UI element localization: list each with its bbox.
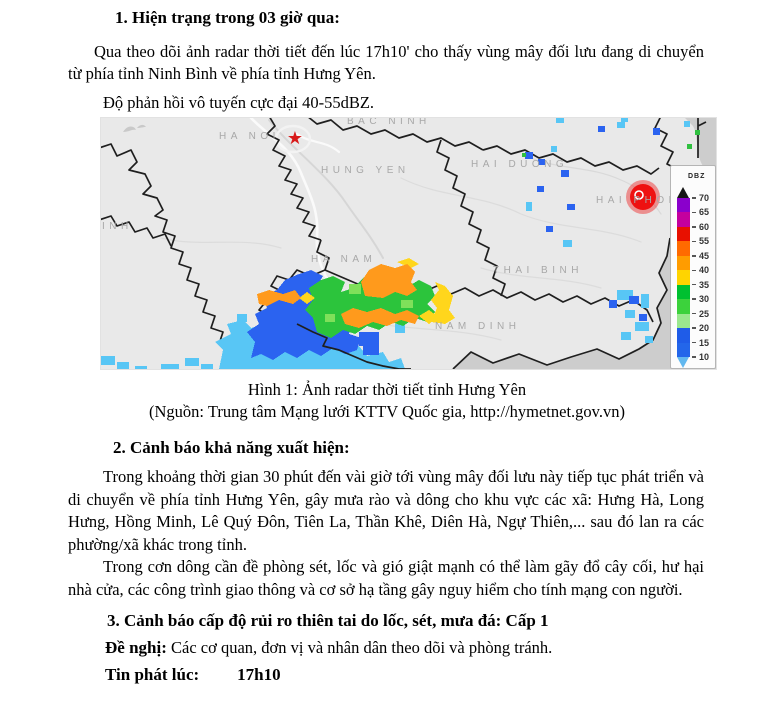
radar-station-marker xyxy=(626,180,660,214)
dbz-legend-tick: 65 xyxy=(692,207,709,218)
dbz-legend-color-segment xyxy=(677,328,690,343)
figure-source: (Nguồn: Trung tâm Mạng lưới KTTV Quốc gi… xyxy=(149,402,625,421)
dbz-legend-colorbar xyxy=(677,198,690,357)
recommendation-line: Đề nghị: Các cơ quan, đơn vị và nhân dân… xyxy=(105,638,704,658)
figure-caption: Hình 1: Ảnh radar thời tiết tỉnh Hưng Yê… xyxy=(247,380,527,399)
warning-hazard-paragraph: Trong cơn dông cần đề phòng sét, lốc và … xyxy=(68,557,704,599)
dbz-legend-tick: 60 xyxy=(692,221,709,232)
dbz-legend-tick: 25 xyxy=(692,308,709,319)
map-land-background xyxy=(101,118,716,369)
recommendation-text: Các cơ quan, đơn vị và nhân dân theo dõi… xyxy=(166,638,553,657)
issue-time-line: Tin phát lúc: 17h10 xyxy=(105,665,774,685)
weather-bulletin: 1. Hiện trạng trong 03 giờ qua: Qua theo… xyxy=(0,8,774,685)
dbz-legend-tick: 30 xyxy=(692,294,709,305)
dbz-legend: DBZ 70 65 60 55 45 40 35 30 25 20 15 10 xyxy=(670,165,716,369)
issue-time-value: 17h10 xyxy=(237,665,281,684)
province-label: BAC NINH xyxy=(347,118,431,127)
dbz-legend-arrow-top xyxy=(677,187,689,198)
dbz-legend-color-segment xyxy=(677,342,690,357)
scattered-shower-specks xyxy=(522,118,700,343)
province-label: THAI BINH xyxy=(493,265,583,276)
dbz-legend-tick: 20 xyxy=(692,323,709,334)
dbz-legend-color-segment xyxy=(677,270,690,285)
dbz-legend-tick: 70 xyxy=(692,193,709,204)
dbz-legend-tick: 55 xyxy=(692,236,709,247)
warning-development-paragraph: Trong khoảng thời gian 30 phút đến vài g… xyxy=(68,467,704,554)
province-label: HA NAM xyxy=(311,254,377,265)
dbz-legend-color-segment xyxy=(677,198,690,213)
map-south-coastline xyxy=(296,323,411,369)
radar-observation-paragraph: Qua theo dõi ảnh radar thời tiết đến lúc… xyxy=(68,42,704,83)
dbz-legend-color-segment xyxy=(677,255,690,271)
radar-echo xyxy=(101,258,455,369)
dbz-legend-tick: 40 xyxy=(692,265,709,276)
dbz-legend-tick: 35 xyxy=(692,279,709,290)
province-label: INH xyxy=(102,221,133,232)
dbz-legend-color-segment xyxy=(677,226,690,242)
province-label: HAI DUONG xyxy=(471,159,569,170)
section1-heading: 1. Hiện trạng trong 03 giờ qua: xyxy=(115,8,340,27)
dbz-legend-tick: 10 xyxy=(692,352,709,363)
province-label: HA NOI xyxy=(219,131,280,142)
reflectivity-line: Độ phản hồi vô tuyến cực đại 40-55dBZ. xyxy=(103,93,375,112)
dbz-legend-title: DBZ xyxy=(688,173,706,180)
issue-time-label: Tin phát lúc: xyxy=(105,665,200,684)
radar-map-canvas: ★ xyxy=(101,118,716,369)
dbz-legend-color-segment xyxy=(677,284,690,300)
province-label: HAI PHONG xyxy=(596,195,693,206)
province-label: HUNG YEN xyxy=(321,165,410,176)
hanoi-star-icon: ★ xyxy=(287,128,303,148)
dbz-legend-color-segment xyxy=(677,313,690,329)
dbz-legend-tick: 45 xyxy=(692,250,709,261)
map-decoration-glyph xyxy=(123,124,146,132)
map-sea-bay-topright xyxy=(685,118,716,170)
dbz-legend-tick: 15 xyxy=(692,337,709,348)
dbz-legend-color-segment xyxy=(677,241,690,256)
province-label: NAM DINH xyxy=(435,321,521,332)
section2-heading: 2. Cảnh báo khả năng xuất hiện: xyxy=(113,438,350,457)
section3-heading: 3. Cảnh báo cấp độ rủi ro thiên tai do l… xyxy=(107,611,549,630)
recommendation-label: Đề nghị: xyxy=(105,638,167,657)
dbz-legend-color-segment xyxy=(677,299,690,314)
dbz-legend-color-segment xyxy=(677,212,690,227)
radar-map-figure: ★ BAC NINH HA NOI HUNG YEN HAI DUONG HAI PHO… xyxy=(100,117,717,370)
dbz-legend-arrow-bottom xyxy=(677,357,689,368)
